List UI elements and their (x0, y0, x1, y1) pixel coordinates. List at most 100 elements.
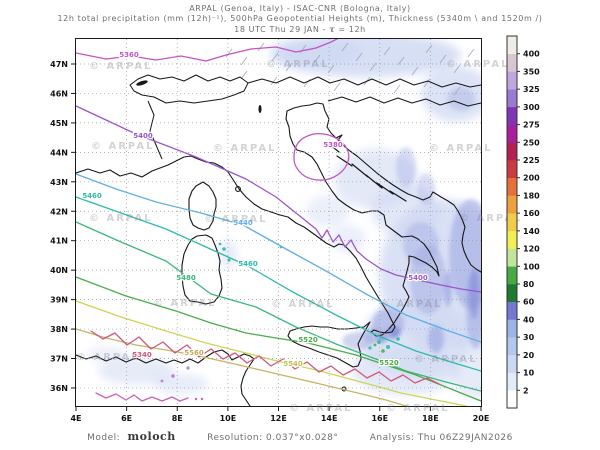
arpal-watermark: © ARPAL (266, 59, 329, 70)
contour-value-label: 5440 (233, 219, 253, 227)
coastline-north-africa (76, 349, 255, 406)
colorbar-cell (507, 195, 517, 214)
contour-value-label: 5400 (408, 274, 428, 282)
colorbar-level-label: 30 (523, 333, 535, 342)
coastline-europe-italy-balkans (76, 102, 481, 337)
colorbar-cell (507, 372, 517, 391)
lon-label: 8E (172, 414, 183, 423)
arpal-watermark: © ARPAL (386, 403, 449, 414)
colorbar-cell (507, 337, 517, 356)
arpal-watermark: © ARPAL (89, 213, 152, 224)
colorbar-cell (507, 142, 517, 161)
validtime-prefix: 18 UTC Thu 29 JAN - (234, 25, 330, 34)
colorbar-cell (507, 177, 517, 196)
contour-value-label: 5480 (176, 274, 196, 282)
lat-label: 43N (50, 178, 68, 187)
contour-5480 (76, 221, 481, 392)
lon-label: 12E (270, 414, 287, 423)
colorbar-cell (507, 160, 517, 179)
colorbar-cell (507, 89, 517, 108)
colorbar-level-label: 300 (523, 103, 540, 112)
grid-layer: 47N 46N 45N 44N 43N 42N 41N 40N 39N 38N 37N 36N 4E 6E… (50, 39, 489, 423)
arpal-watermark: © ARPAL (76, 352, 139, 363)
colorbar-cell (507, 213, 517, 232)
arpal-watermark: © ARPAL (153, 298, 216, 309)
contour-5520 (76, 276, 481, 402)
colorbar-frame (506, 35, 518, 409)
colorbar-level-label: 275 (523, 121, 540, 130)
contour-5440 (76, 173, 481, 343)
lat-label: 46N (50, 89, 68, 98)
colorbar-cell (507, 390, 517, 409)
colorbar-level-label: 100 (523, 262, 540, 271)
colorbar-level-label: 225 (523, 156, 540, 165)
arpal-watermark: © ARPAL (446, 59, 509, 70)
heavy-precip-specks (160, 242, 400, 383)
lat-label: 39N (50, 296, 68, 305)
colorbar-level-label: 60 (523, 298, 535, 307)
resolution-text: Resolution: 0.037°x0.028° (207, 433, 339, 443)
lat-label: 38N (50, 325, 68, 334)
lat-label: 36N (50, 384, 68, 393)
contour-value-label: 5520 (379, 359, 399, 367)
lat-label: 42N (50, 207, 68, 216)
arpal-watermark: © ARPAL (414, 354, 477, 365)
watermark-layer: © ARPAL © ARPAL © ARPAL © ARPAL © ARPAL © ARP… (76, 59, 522, 414)
arpal-watermark: © ARPAL (213, 143, 276, 154)
validtime-suffix: = 12h (335, 25, 366, 34)
contour-5460 (76, 196, 481, 372)
border-alps-switzerland (129, 74, 481, 160)
footer-caption: Model: moloch Resolution: 0.037°x0.028° … (0, 430, 600, 443)
chart-source-title: ARPAL (Genoa, Italy) - ISAC-CNR (Bologna… (189, 4, 411, 13)
croatian-islands (328, 143, 407, 202)
colorbar-cell (507, 266, 517, 285)
thickness-contour-5340 (90, 330, 440, 385)
lat-label: 45N (50, 119, 68, 128)
lon-label: 6E (121, 414, 132, 423)
lon-label: 4E (70, 414, 81, 423)
arpal-watermark: © ARPAL (91, 141, 154, 152)
colorbar-cell (507, 36, 517, 55)
colorbar-level-label: 400 (523, 50, 540, 59)
analysis-text: Analysis: Thu 06Z29JAN2026 (369, 433, 513, 443)
lon-label: 10E (220, 414, 237, 423)
colorbar-level-label: 160 (523, 209, 540, 218)
colorbar-cell (507, 319, 517, 338)
arpal-watermark: © ARPAL (459, 213, 522, 224)
geopotential-contours (76, 39, 481, 406)
colorbar-level-label: 2 (523, 386, 529, 395)
arpal-watermark: © ARPAL (204, 214, 267, 225)
colorbar-level-label: 250 (523, 138, 540, 147)
island-sardinia (181, 234, 223, 305)
model-value: moloch (127, 430, 176, 443)
colorbar-cell (507, 248, 517, 267)
contour-value-label: 5460 (238, 260, 258, 268)
colorbar-cell (507, 124, 517, 143)
colorbar-level-label: 140 (523, 227, 540, 236)
colorbar-level-label: 325 (523, 85, 540, 94)
colorbar-level-label: 200 (523, 174, 540, 183)
colorbar-level-label: 40 (523, 315, 535, 324)
arpal-watermark: © ARPAL (89, 61, 152, 72)
contour-value-label: 5460 (82, 192, 102, 200)
island-corsica (188, 181, 217, 231)
contour-value-label: 5340 (132, 351, 152, 359)
contour-5560 (76, 328, 407, 406)
colorbar: 2 10 20 30 40 60 80 100 120 140 160 180 200 225 250 275… (506, 35, 540, 409)
contour-5400 (76, 105, 481, 293)
model-label: Model: (87, 433, 121, 443)
colorbar-level-label: 20 (523, 351, 535, 360)
lon-label: 14E (321, 414, 338, 423)
island-elba (235, 186, 241, 192)
contour-value-label: 5560 (184, 349, 204, 357)
lon-label: 16E (371, 414, 388, 423)
colorbar-level-label: 350 (523, 67, 540, 76)
lake-garda (258, 105, 262, 113)
contour-value-label: 5400 (133, 132, 153, 140)
colorbar-cell (507, 106, 517, 125)
map-svg: 47N 46N 45N 44N 43N 42N 41N 40N 39N 38N 37N 36N 4E 6E… (50, 39, 520, 423)
chart-validtime-title: 18 UTC Thu 29 JAN - τ = 12h (0, 24, 600, 34)
map-panel: 47N 46N 45N 44N 43N 42N 41N 40N 39N 38N 37N 36N 4E 6E… (50, 38, 520, 423)
colorbar-cell (507, 71, 517, 90)
